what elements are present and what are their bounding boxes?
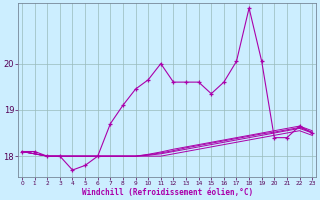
X-axis label: Windchill (Refroidissement éolien,°C): Windchill (Refroidissement éolien,°C) [82, 188, 253, 197]
